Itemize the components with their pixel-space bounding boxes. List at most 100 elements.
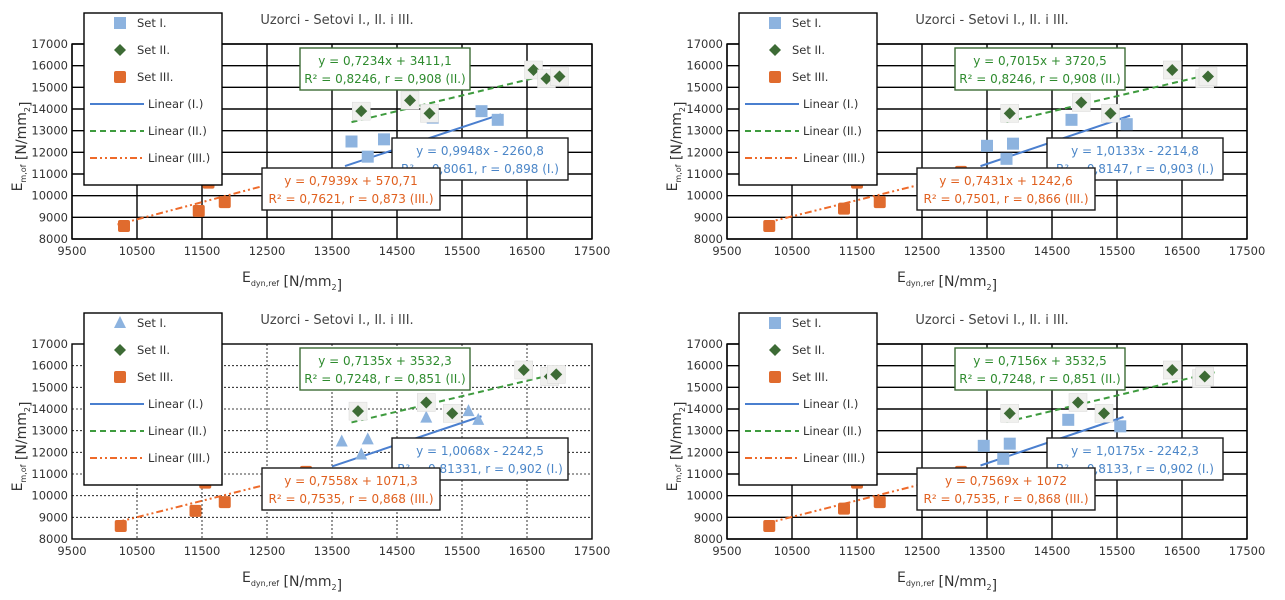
y-tick-label: 16000 [686,359,723,373]
data-point-set-1 [1062,413,1075,426]
x-tick-label: 16500 [509,244,546,258]
y-tick-label: 17000 [686,337,723,351]
y-tick-label: 14000 [31,102,68,116]
data-point-set-3 [838,502,850,515]
data-point-set-3 [118,220,130,232]
x-axis-label: Edyn,ref [N/mm2] [242,570,342,594]
plot-area [71,43,593,240]
legend: Set I. Set II. Set III. Linear (I.) Linear (… [83,12,223,186]
y-tick-label: 14000 [686,102,723,116]
x-tick-label: 12500 [249,244,286,258]
x-tick-label: 17500 [574,544,611,558]
y-tick-label: 10000 [686,189,723,203]
data-point-set-1 [1003,437,1016,450]
legend-label: Set III. [792,370,828,384]
regression-stats: R² = 0,7501, r = 0,866 (III.) [923,192,1088,206]
legend-label: Set II. [792,43,825,57]
legend-marker [114,371,126,383]
y-tick-label: 16000 [31,59,68,73]
legend-label: Linear (III.) [148,451,210,465]
x-tick-label: 17500 [1229,544,1266,558]
regression-stats: R² = 0,7535, r = 0,868 (III.) [268,492,433,506]
x-tick-label: 12500 [904,544,941,558]
data-point-set-1 [335,434,348,447]
y-tick-label: 10000 [686,489,723,503]
y-tick-label: 15000 [686,80,723,94]
data-point-set-2 [420,396,433,409]
x-tick-label: 15500 [1099,244,1136,258]
x-tick-label: 9500 [57,544,86,558]
legend-marker [114,344,126,356]
trend-line-2 [351,372,560,424]
chart-1: Uzorci - Setovi I., II. i III. 9500 10500 1… [10,12,610,294]
regression-stats: R² = 0,7248, r = 0,851 (II.) [959,372,1121,386]
regression-equation: y = 1,0175x - 2242,3 [1071,444,1199,458]
legend-box [738,312,878,486]
data-point-set-1 [1007,137,1019,150]
legend-marker [769,71,781,83]
data-point-set-1 [491,113,504,126]
x-axis-label: Edyn,ref [N/mm2] [242,270,342,294]
x-tick-label: 14500 [1034,544,1071,558]
legend-marker [114,71,126,83]
data-point-set-2 [517,364,530,376]
data-point-set-2 [355,105,368,118]
data-point-set-2 [446,407,459,420]
legend-label: Set III. [137,70,173,84]
legend-box [83,12,223,186]
y-tick-label: 13000 [31,424,68,438]
legend-label: Set I. [137,316,167,330]
x-tick-label: 9500 [712,244,741,258]
x-tick-label: 11500 [839,244,876,258]
x-tick-label: 15500 [1099,544,1136,558]
data-point-set-1 [1120,118,1133,131]
regression-box-set1: y = 1,0068x - 2242,5R² = 0,81331, r = 0,… [391,437,569,481]
chart-title: Uzorci - Setovi I., II. i III. [915,13,1068,28]
data-point-set-3 [192,204,205,217]
data-point-set-3 [218,496,231,509]
x-tick-label: 11500 [184,244,221,258]
y-tick-label: 12000 [31,145,68,159]
x-tick-label: 12500 [249,544,286,558]
legend-marker [114,44,126,56]
x-tick-label: 13500 [969,244,1006,258]
y-tick-label: 8000 [39,532,68,546]
legend-label: Set II. [137,343,170,357]
legend-marker [769,44,781,56]
y-axis-label: Em,of [N/mm2] [10,102,34,192]
x-tick-label: 15500 [444,244,481,258]
y-tick-label: 16000 [31,359,68,373]
regression-equation: y = 0,7431x + 1242,6 [939,174,1073,188]
data-point-set-3 [763,220,776,232]
legend-label: Set III. [792,70,828,84]
chart-title: Uzorci - Setovi I., II. i III. [260,313,413,328]
data-point-set-2 [1166,364,1179,376]
legend: Set I. Set II. Set III. Linear (I.) Linear (… [738,12,878,186]
data-point-set-2 [423,107,436,120]
data-point-set-2 [1003,107,1016,120]
y-tick-label: 11000 [31,467,68,481]
x-tick-label: 12500 [904,244,941,258]
legend: Set I. Set II. Set III. Linear (I.) Linear (… [738,312,878,486]
y-tick-label: 11000 [31,167,68,181]
y-tick-label: 9000 [694,210,723,224]
regression-equation: y = 0,7135x + 3532,3 [318,354,452,368]
data-point-set-1 [977,439,990,452]
data-point-set-1 [361,150,374,163]
x-tick-label: 16500 [509,544,546,558]
data-point-set-1 [355,447,368,460]
data-point-set-2 [1166,64,1179,76]
legend-box [83,312,223,486]
y-tick-label: 12000 [31,445,68,459]
trend-line-3 [765,471,968,525]
legend-label: Linear (II.) [803,124,862,138]
data-point-set-2 [352,405,364,418]
x-tick-label: 13500 [314,244,351,258]
regression-box-set2: y = 0,7135x + 3532,3 R² = 0,7248, r = 0,8… [299,347,471,391]
legend-label: Linear (I.) [148,397,203,411]
regression-equation: y = 0,7015x + 3720,5 [973,54,1107,68]
data-point-set-2 [1104,107,1117,120]
regression-box-set2: y = 0,7015x + 3720,5 R² = 0,8246, r = 0,9… [954,47,1126,91]
y-tick-label: 15000 [31,80,68,94]
data-point-set-2 [1198,370,1211,383]
